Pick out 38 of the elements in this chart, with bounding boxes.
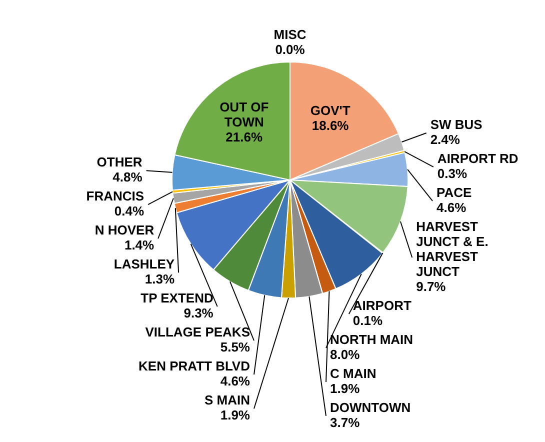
data-label: 0.4% — [114, 204, 144, 219]
data-label: 1.3% — [144, 272, 175, 287]
data-label: 9.7% — [416, 279, 446, 294]
data-label: 1.9% — [220, 408, 250, 423]
data-label: 1.4% — [124, 238, 155, 253]
slice-label: LASHLEY — [114, 256, 175, 272]
slice-label: DOWNTOWN — [330, 400, 411, 416]
category-label: MISC — [274, 27, 306, 42]
data-label: 4.8% — [112, 170, 143, 185]
text: 0.0% — [275, 42, 305, 58]
slice-label: TP EXTEND — [140, 290, 214, 306]
slice-label: OTHER — [96, 154, 143, 170]
data-label: 4.6% — [220, 374, 250, 389]
data-label: 4.6% — [436, 200, 467, 216]
data-label: 1.9% — [330, 381, 360, 396]
data-label: 8.0% — [330, 347, 360, 362]
slice-label: S MAIN — [204, 392, 250, 408]
data-label: 21.6% — [226, 130, 263, 145]
slice-label: AIRPORT — [352, 298, 412, 314]
slice-label: N HOVER — [94, 222, 155, 238]
data-label: 0.1% — [352, 313, 383, 328]
slice-label: SW BUS — [430, 117, 483, 132]
data-label: 2.4% — [430, 132, 460, 148]
slice-label: NORTH MAIN — [330, 332, 414, 348]
slice-label: GOV'T — [310, 103, 350, 118]
data-label: 9.3% — [184, 306, 214, 321]
data-label: 0.3% — [437, 166, 468, 182]
slice-label: HARVEST JUNCT & E. HARVEST JUNCT — [416, 219, 488, 280]
data-label: 3.7% — [330, 415, 360, 430]
data-label: 5.5% — [220, 340, 250, 355]
slice-label: AIRPORT RD — [437, 151, 518, 166]
slice-label: PACE — [436, 185, 472, 200]
data-label: 18.6% — [312, 118, 350, 134]
slice-label: FRANCIS — [86, 188, 144, 204]
slice-label: C MAIN — [330, 366, 376, 382]
slice-label: OUT OF TOWN — [220, 100, 269, 130]
slice-label: VILLAGE PEAKS — [145, 324, 250, 340]
slice-label: KEN PRATT BLVD — [138, 358, 250, 374]
